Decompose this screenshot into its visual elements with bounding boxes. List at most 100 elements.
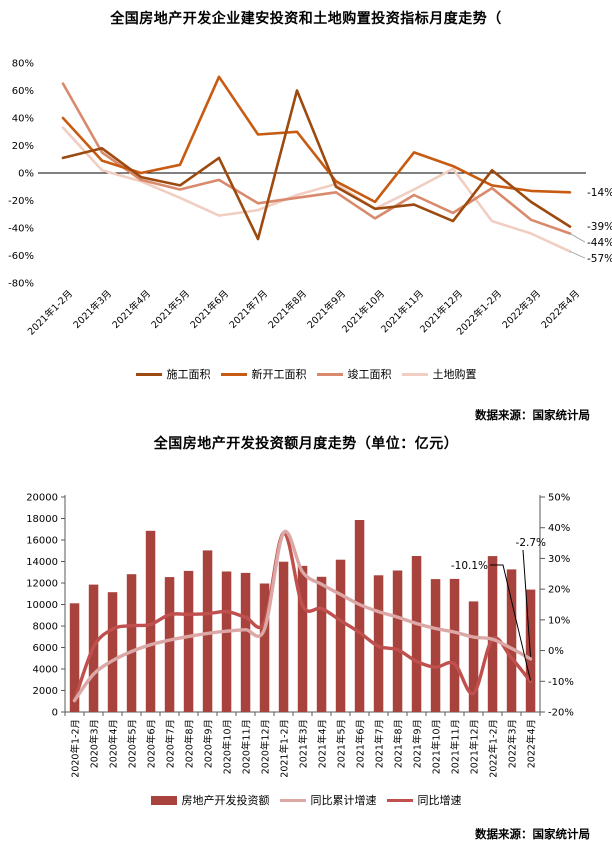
x-axis-tick-label: 2021年7月: [374, 719, 386, 768]
cumulative-growth-legend-swatch: [279, 798, 306, 802]
investment-bar: [126, 574, 137, 712]
left-axis-tick-label: 18000: [26, 514, 58, 525]
investment-bar: [468, 601, 479, 712]
top-chart: 80% 60% 40% 20% 0% -20% -40% -60% -80% -14% -39% -4…: [8, 59, 612, 338]
left-axis-tick-label: 16000: [26, 536, 58, 547]
left-axis-tick-label: 8000: [33, 622, 58, 633]
x-axis-tick-label: 2021年12月: [469, 719, 481, 774]
x-axis-tick-label: 2021年6月: [355, 719, 367, 768]
x-axis-tick-label: 2020年10月: [222, 719, 234, 774]
x-axis-tick-label: 2021年3月: [298, 719, 310, 768]
construction-area-end-label: -39%: [587, 221, 612, 233]
investment-bar: [392, 570, 403, 712]
right-axis-tick-label: -10%: [548, 677, 574, 688]
completions-legend-label: 竣工面积: [347, 368, 392, 381]
x-axis-tick-label: 2021年11月: [450, 719, 462, 774]
legend-item-monthly-growth: 同比增速: [386, 792, 462, 808]
investment-bar: [278, 561, 289, 712]
investment-bar: [297, 565, 308, 712]
bottom-chart-title: 全国房地产开发投资额月度走势（单位：亿元）: [153, 436, 459, 452]
investment-bar: [202, 550, 213, 712]
y-axis-tick-label: -60%: [8, 251, 34, 262]
legend-item-investment: 房地产开发投资额: [150, 792, 270, 808]
monthly-growth-line: [72, 531, 533, 703]
y-axis-tick-label: 60%: [12, 86, 34, 97]
left-axis-tick-label: 12000: [26, 579, 58, 590]
investment-bar: [354, 520, 365, 712]
right-axis-tick-label: -20%: [548, 708, 574, 719]
land-purchase-end-label: -57%: [587, 253, 612, 265]
monthly-growth-annotation-leader: [490, 564, 531, 681]
x-axis-tick-label: 2021年8月: [393, 719, 405, 768]
land-purchase-legend-label: 土地购置: [432, 368, 477, 381]
x-axis-tick-label: 2021年8月: [266, 288, 309, 331]
cumulative-growth-annotation: -2.7%: [516, 537, 546, 549]
x-axis-tick-label: 2021年3月: [71, 288, 114, 331]
right-axis-tick-label: 0%: [548, 646, 564, 657]
cumulative-growth-annotation-leader: [522, 549, 531, 657]
investment-bar: [69, 603, 80, 712]
legend-item-land-purchase: 土地购置: [401, 366, 477, 382]
right-axis-tick-label: 20%: [548, 585, 570, 596]
land-purchase-line: [61, 126, 572, 253]
left-axis-tick-label: 20000: [26, 493, 58, 504]
monthly-growth-legend-label: 同比增速: [417, 794, 462, 807]
investment-bar: [411, 556, 422, 712]
x-axis-tick-label: 2020年6月: [146, 719, 158, 768]
investment-bar: [221, 571, 232, 712]
construction-area-legend-swatch: [135, 372, 162, 376]
y-axis-tick-label: 80%: [12, 59, 34, 70]
x-axis-tick-label: 2020年7月: [165, 719, 177, 768]
x-axis-tick-label: 2021年4月: [317, 719, 329, 768]
left-axis-tick-label: 4000: [33, 665, 58, 676]
right-axis-tick-label: 40%: [548, 523, 570, 534]
x-axis-tick-label: 2021年10月: [431, 719, 443, 774]
investment-bar: [506, 569, 517, 712]
investment-bar: [487, 556, 498, 712]
y-axis-tick-label: -40%: [8, 224, 34, 235]
x-axis-tick-label: 2021年6月: [188, 288, 231, 331]
investment-bar: [183, 570, 194, 712]
bottom-chart-legend: 房地产开发投资额 同比累计增速 同比增速: [0, 792, 612, 808]
x-axis-tick-label: 2022年4月: [526, 719, 538, 768]
y-axis-tick-label: -20%: [8, 196, 34, 207]
completions-legend-swatch: [316, 372, 343, 376]
left-axis-tick-label: 14000: [26, 557, 58, 568]
x-axis-tick-label: 2022年3月: [500, 288, 543, 331]
x-axis-tick-label: 2022年3月: [507, 719, 519, 768]
x-axis-tick-label: 2022年1-2月: [488, 719, 500, 778]
investment-bar: [240, 572, 251, 712]
x-axis-tick-label: 2021年1-2月: [25, 288, 75, 338]
right-axis-tick-label: 50%: [548, 493, 570, 504]
x-axis-tick-label: 2021年1-2月: [279, 719, 291, 778]
legend-item-construction-area: 施工面积: [135, 366, 211, 382]
construction-area-legend-label: 施工面积: [166, 368, 211, 381]
x-axis-tick-label: 2020年9月: [203, 719, 215, 768]
completions-line: [61, 82, 572, 235]
investment-bar: [259, 583, 270, 712]
legend-item-completions: 竣工面积: [316, 366, 392, 382]
new-starts-line: [61, 75, 572, 204]
x-axis-tick-label: 2020年3月: [89, 719, 101, 768]
investment-legend-label: 房地产开发投资额: [181, 794, 270, 807]
investment-bar: [145, 530, 156, 712]
y-axis-tick-label: 20%: [12, 141, 34, 152]
x-axis-tick-label: 2020年8月: [184, 719, 196, 768]
investment-bar: [449, 578, 460, 712]
cumulative-growth-line: [72, 529, 533, 703]
investment-bar: [316, 576, 327, 712]
top-chart-legend: 施工面积 新开工面积 竣工面积 土地购置: [0, 366, 612, 382]
left-axis-tick-label: 2000: [33, 686, 58, 697]
investment-bar: [335, 559, 346, 712]
investment-bar: [430, 579, 441, 712]
x-axis-tick-label: 2021年9月: [412, 719, 424, 768]
y-axis-tick-label: -80%: [8, 279, 34, 290]
x-axis-tick-label: 2020年4月: [108, 719, 120, 768]
end-label-leader: [569, 251, 586, 259]
right-axis-tick-label: 30%: [548, 554, 570, 565]
top-chart-title: 全国房地产开发企业建安投资和土地购置投资指标月度走势（: [110, 11, 502, 27]
x-axis-tick-label: 2021年4月: [110, 288, 153, 331]
cumulative-growth-legend-label: 同比累计增速: [310, 794, 377, 807]
x-axis-tick-label: 2022年4月: [539, 288, 582, 331]
investment-bar: [164, 577, 175, 712]
